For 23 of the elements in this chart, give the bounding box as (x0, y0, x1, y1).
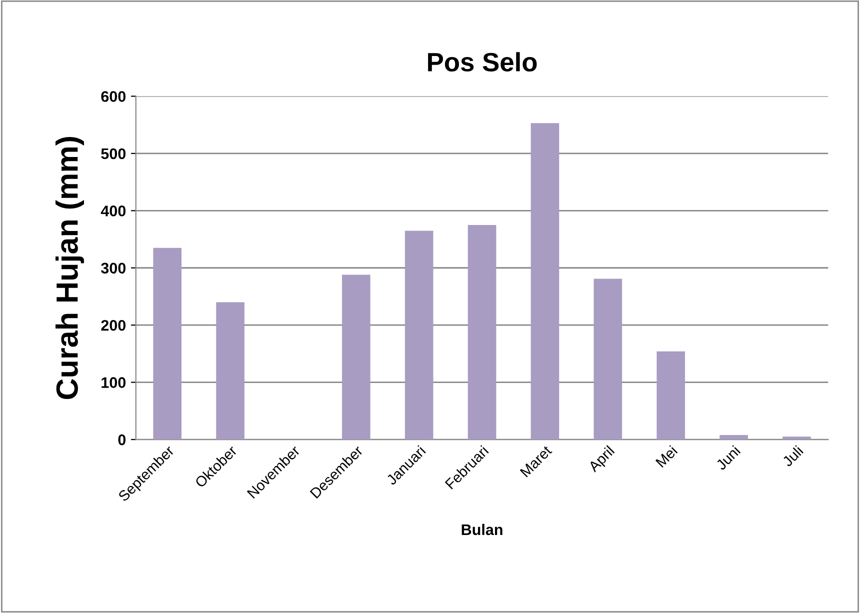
bar (216, 302, 244, 440)
y-tick-label: 600 (101, 91, 126, 102)
bar (404, 230, 434, 440)
bar (594, 278, 622, 440)
bar (530, 123, 560, 440)
x-tick-label: Juni (715, 445, 741, 471)
bar (342, 274, 370, 440)
bar (468, 224, 496, 440)
bar (782, 436, 811, 440)
y-tick-label: 100 (102, 377, 126, 388)
y-tick-label: 500 (101, 148, 126, 160)
x-tick-label: Mei (655, 445, 678, 468)
y-tick-label: 200 (101, 320, 126, 331)
x-tick-label: Juli (781, 445, 804, 468)
bar (720, 434, 748, 440)
chart-title: Pos Selo (428, 52, 537, 72)
x-axis-title: Bulan (462, 524, 502, 536)
y-tick-label: 300 (101, 262, 126, 274)
y-axis-title: Curah Hujan (mm) (56, 136, 84, 400)
y-tick-label: 0 (118, 434, 126, 446)
bar (656, 351, 685, 440)
y-tick-label: 400 (100, 206, 126, 216)
bar (153, 248, 182, 440)
